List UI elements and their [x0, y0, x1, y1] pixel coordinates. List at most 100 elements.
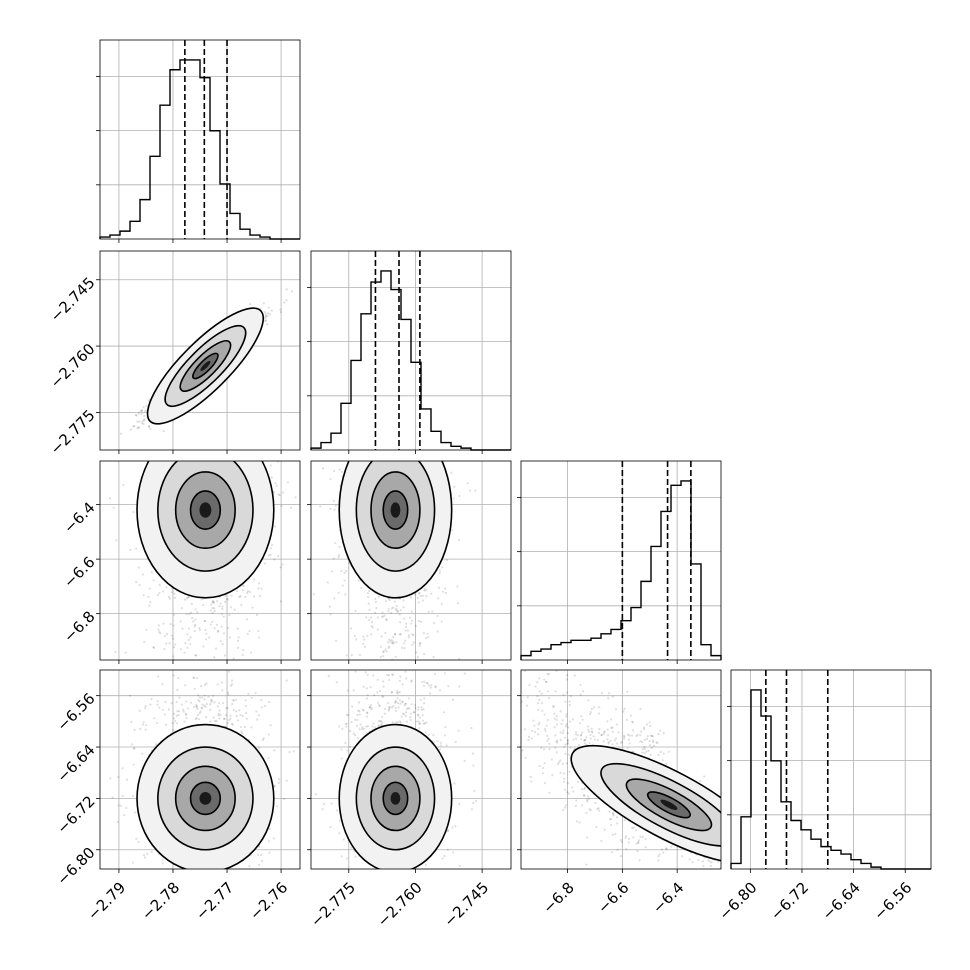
scatter-point [383, 614, 386, 617]
scatter-point [423, 589, 426, 592]
scatter-point [221, 605, 224, 608]
scatter-point [412, 438, 414, 440]
scatter-point [333, 469, 336, 473]
scatter-point [285, 288, 288, 291]
scatter-point [175, 700, 178, 704]
scatter-point [444, 443, 446, 445]
scatter-point [222, 453, 224, 455]
scatter-point [429, 441, 431, 443]
scatter-point [172, 645, 175, 649]
scatter-point [437, 586, 441, 589]
scatter-point [168, 453, 170, 455]
scatter-point [380, 407, 382, 409]
scatter-point [179, 454, 181, 456]
scatter-point [365, 616, 368, 619]
scatter-point [277, 781, 280, 784]
scatter-point [414, 624, 417, 628]
scatter-point [224, 600, 227, 604]
scatter-point [403, 680, 405, 682]
scatter-point [381, 434, 383, 436]
scatter-point [420, 687, 422, 689]
scatter-point [266, 721, 268, 723]
scatter-point [416, 656, 419, 659]
scatter-point [213, 452, 215, 454]
scatter-point [273, 785, 276, 788]
scatter-point [382, 458, 384, 460]
scatter-point [164, 642, 168, 645]
scatter-point [180, 703, 183, 706]
scatter-point [270, 309, 273, 312]
scatter-point [412, 641, 416, 644]
scatter-point [382, 651, 385, 654]
scatter-point [202, 453, 204, 455]
scatter-point [262, 302, 265, 305]
scatter-point [416, 452, 418, 454]
scatter-point [112, 506, 115, 509]
scatter-point [394, 450, 396, 452]
scatter-point [226, 691, 230, 694]
scatter-point [319, 505, 322, 508]
scatter-point [379, 446, 381, 448]
scatter-point [422, 599, 425, 602]
scatter-point [142, 419, 146, 422]
scatter-point [180, 606, 183, 610]
scatter-point [124, 651, 127, 654]
scatter-point [386, 443, 388, 445]
scatter-point [188, 687, 190, 689]
scatter-point [228, 456, 230, 458]
scatter-point [160, 686, 162, 688]
scatter-point [253, 437, 255, 439]
scatter-point [357, 458, 359, 460]
scatter-point [177, 420, 179, 422]
scatter-point [424, 637, 428, 640]
scatter-point [393, 446, 395, 448]
scatter-point [358, 653, 362, 656]
scatter-point [204, 715, 208, 719]
scatter-point [236, 589, 239, 593]
scatter-point [140, 452, 142, 454]
scatter-point [231, 702, 234, 706]
scatter-point [223, 664, 225, 666]
scatter-point [377, 438, 379, 440]
scatter-point [228, 613, 231, 617]
scatter-point [388, 645, 391, 648]
scatter-point [139, 727, 142, 730]
scatter-point [255, 613, 259, 617]
scatter-point [405, 452, 407, 454]
scatter-point [395, 685, 397, 687]
scatter-point [218, 674, 220, 676]
scatter-point [392, 455, 394, 457]
scatter-point [398, 613, 401, 616]
scatter-point [386, 439, 388, 441]
scatter-point [183, 598, 187, 601]
scatter-point [375, 606, 378, 610]
scatter-point [425, 594, 428, 598]
scatter-point [425, 589, 428, 592]
scatter-point [186, 667, 188, 669]
scatter-point [172, 674, 175, 677]
scatter-point [418, 592, 421, 595]
scatter-point [353, 634, 356, 638]
scatter-point [220, 625, 223, 628]
scatter-point [208, 438, 210, 440]
scatter-point [405, 427, 407, 429]
scatter-point [405, 622, 408, 625]
scatter-point [401, 453, 403, 455]
scatter-point [218, 605, 221, 608]
scatter-point [173, 592, 176, 595]
scatter-point [387, 646, 390, 649]
scatter-point [215, 623, 218, 626]
scatter-point [312, 593, 315, 596]
scatter-point [370, 633, 373, 636]
scatter-point [211, 631, 213, 633]
scatter-point [283, 301, 286, 304]
scatter-point [188, 456, 190, 458]
scatter-point [438, 571, 441, 575]
scatter-point [244, 711, 248, 715]
scatter-point [413, 454, 415, 456]
scatter-point [133, 424, 136, 428]
scatter-point [388, 403, 390, 405]
scatter-point [400, 646, 404, 649]
scatter-point [261, 420, 263, 422]
scatter-point [242, 584, 245, 588]
